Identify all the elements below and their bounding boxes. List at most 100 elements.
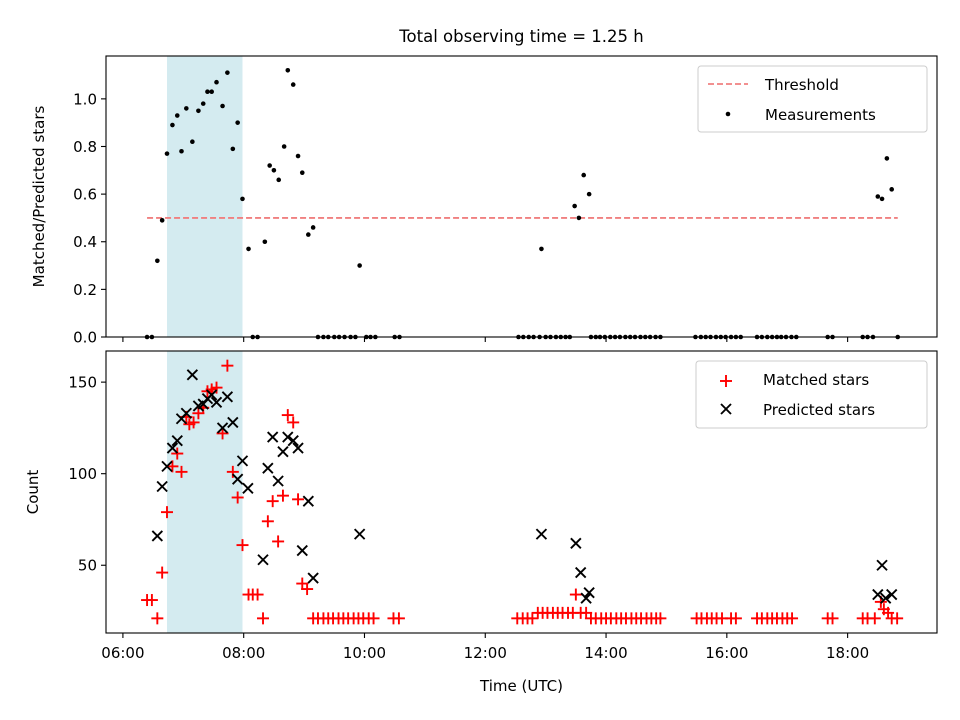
predicted-star-point [262,462,274,474]
legend-label-predicted-stars: Predicted stars [763,401,875,419]
matched-star-point [166,460,179,473]
matched-star-point [392,612,405,625]
top-legend: Threshold Measurements [697,65,928,133]
measurement-point [879,196,885,202]
x-axis-label: Time (UTC) [479,677,563,695]
top-x-ticks [122,337,849,342]
x-tick-label: 14:00 [584,644,627,662]
matched-star-point [257,612,270,625]
measurement-point [230,146,236,152]
matched-star-point [187,416,200,429]
bottom-axes: 50 100 150 06:00 08:00 10:00 12:00 14:00 16:00 1… [24,350,938,695]
top-observing-window [166,56,243,337]
top-y-tick-label: 0.6 [73,186,97,204]
top-y-tick-label: 0.2 [73,281,97,299]
predicted-star-point [161,460,173,473]
top-y-tick-label: 0.4 [73,233,97,251]
predicted-star-point [231,473,244,485]
legend-label-threshold: Threshold [764,76,839,94]
matched-star-point [569,588,582,601]
matched-star-point [251,588,264,601]
bottom-y-axis-label: Count [24,470,42,515]
x-tick-label: 12:00 [464,644,507,662]
matched-star-point [272,535,285,548]
predicted-star-point [580,592,592,604]
predicted-star-point [206,389,218,401]
x-tick-label: 16:00 [705,644,748,662]
matched-star-point [151,612,164,625]
predicted-star-point [242,482,254,495]
legend-label-measurements: Measurements [765,106,876,124]
matched-star-point [266,495,279,508]
predicted-star-point [872,588,884,601]
predicted-star-point [267,431,279,443]
measurement-point [179,148,184,154]
measurement-point [184,106,189,111]
top-y-tick-label: 0.0 [73,329,97,347]
matched-star-point [281,409,294,422]
predicted-star-point [236,455,249,467]
measurement-point [281,144,287,149]
matched-star-point [301,583,314,596]
measurement-point [200,101,206,106]
x-tick-label: 18:00 [826,644,869,662]
matched-star-point [231,491,244,504]
measurement-point [240,196,245,202]
matched-star-point [367,612,380,625]
bottom-axes-frame [105,350,938,634]
measurement-point [267,163,272,168]
measurement-point [190,139,195,145]
matched-star-point [221,359,234,372]
predicted-star-point [151,530,164,542]
measurement-point [299,170,305,175]
predicted-star-point [570,537,582,549]
matched-star-point [210,381,223,394]
predicted-star-point [287,435,299,447]
bottom-data-layer [141,359,904,625]
predicted-star-point [292,442,304,454]
matched-star-point [287,416,300,429]
x-tick-label: 08:00 [222,644,265,662]
top-y-tick-label: 1.0 [73,90,97,108]
measurement-point [884,156,890,161]
predicted-star-point [353,528,366,540]
measurement-point [209,89,214,95]
measurement-point [246,246,251,252]
measurement-point [235,120,240,125]
matched-star-point [160,506,173,519]
figure-title: Total observing time = 1.25 h [398,27,643,46]
measurement-point [170,122,175,128]
matched-star-point [654,612,667,625]
predicted-star-point [210,396,223,408]
measurement-point [576,215,582,221]
top-data-layer [144,67,901,340]
legend-label-matched-stars: Matched stars [763,371,869,389]
predicted-star-point [535,528,548,540]
predicted-star-point [575,566,587,579]
bottom-y-tick-label: 100 [68,465,97,483]
observing-window-band [166,56,243,337]
matched-star-point [292,493,305,506]
top-y-tick-label: 0.8 [73,138,97,156]
measurement-point [586,191,592,197]
measurement-point [155,258,160,264]
measurement-point [539,246,544,252]
measurement-point [875,194,881,199]
predicted-star-point [171,435,183,447]
measurement-point [205,89,210,95]
predicted-star-point [282,431,294,443]
predicted-star-point [180,407,192,419]
matched-star-point [216,427,229,440]
measurement-point [174,113,180,118]
matched-star-point [868,612,881,625]
predicted-star-point [296,544,308,557]
predicted-star-point [166,442,179,454]
measurement-point [225,70,230,75]
measurement-point [159,218,165,223]
measurement-point [271,168,277,173]
measurement-point [220,103,225,109]
bottom-y-tick-label: 50 [78,557,97,575]
measurement-point [164,151,170,156]
measurement-point [295,153,301,159]
bottom-legend-box [695,360,928,429]
